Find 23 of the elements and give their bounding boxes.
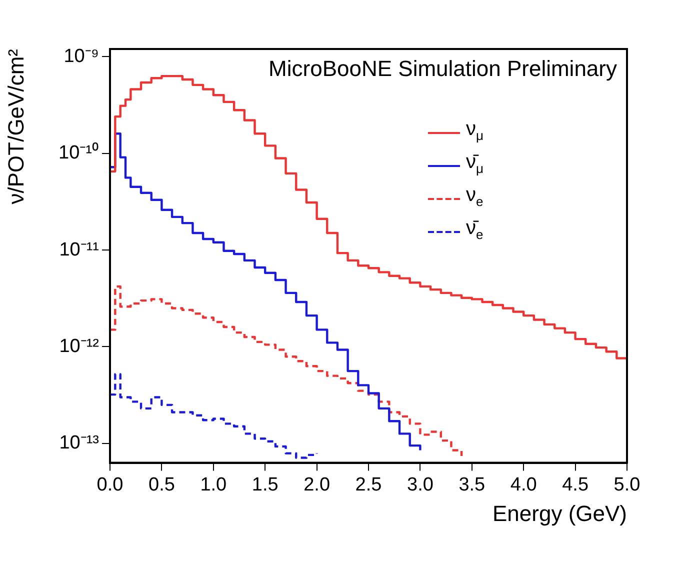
x-tick-label: 4.0 <box>510 474 537 496</box>
x-tick-label: 3.0 <box>406 474 434 496</box>
x-tick-label: 0.0 <box>96 474 124 496</box>
legend-label: ν̄$_{e}$ <box>466 217 484 244</box>
x-tick-label: 3.5 <box>458 474 486 496</box>
x-tick-label: 5.0 <box>614 474 640 496</box>
y-tick-label: 10⁻⁹ <box>64 46 99 67</box>
y-tick-label: 10⁻¹¹ <box>59 239 99 260</box>
x-axis-title: Energy (GeV) <box>492 500 627 526</box>
y-tick-label: 10⁻¹⁰ <box>58 142 99 164</box>
x-tick-label: 1.5 <box>252 474 278 496</box>
y-tick-label: 10⁻¹² <box>59 336 99 357</box>
x-tick-label: 1.0 <box>200 474 227 496</box>
annotation: MicroBooNE Simulation Preliminary <box>268 56 617 82</box>
legend-label: ν̄$_{μ}$ <box>466 151 484 178</box>
x-tick-label: 2.0 <box>304 474 330 496</box>
y-axis-title: ν/POT/GeV/cm² <box>3 49 28 204</box>
y-tick-label: 10⁻¹³ <box>59 432 99 454</box>
legend-label: ν$_{e}$ <box>466 184 484 211</box>
legend-label: ν$_{μ}$ <box>466 118 484 145</box>
x-tick-label: 0.5 <box>148 474 175 496</box>
x-tick-label: 4.5 <box>562 474 589 496</box>
x-tick-label: 2.5 <box>355 474 382 496</box>
